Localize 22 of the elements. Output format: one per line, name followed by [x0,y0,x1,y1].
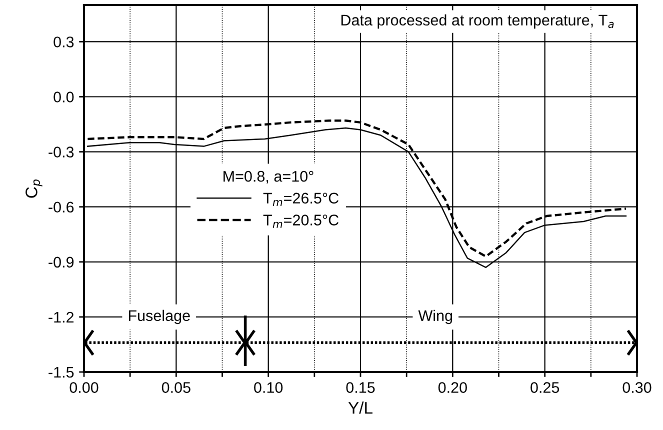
legend-label: T$_{m}$=20.5°C [263,214,339,228]
legend-label: T$_{m}$=26.5°C [263,192,339,206]
y-tick-label: -0.9 [48,256,74,268]
x-tick-label: 0.10 [254,382,283,393]
y-tick-label: -1.5 [48,367,74,378]
x-tick-label: 0.25 [530,382,560,393]
x-tick-label: 0.00 [70,382,98,393]
x-tick-label: 0.30 [622,382,652,393]
y-tick-label: 0.0 [54,92,74,102]
x-axis-title: Y/L [348,402,372,414]
legend-title: M=0.8, a=10° [224,170,314,184]
x-tick-label: 0.05 [162,382,190,393]
x-tick-label: 0.15 [346,382,375,393]
y-tick-label: -0.3 [48,146,74,158]
annotation: Wing [418,310,452,324]
y-tick-label: -0.6 [48,202,74,213]
y-axis-title: C$_{p}$ [26,180,42,198]
x-tick-label: 0.20 [438,382,467,393]
y-tick-label: -1.2 [48,312,74,322]
annotation: Data processed at room temperature, T$_{a}$ [341,14,614,29]
y-tick-label: 0.3 [54,36,74,48]
annotation: Fuselage [128,310,190,324]
